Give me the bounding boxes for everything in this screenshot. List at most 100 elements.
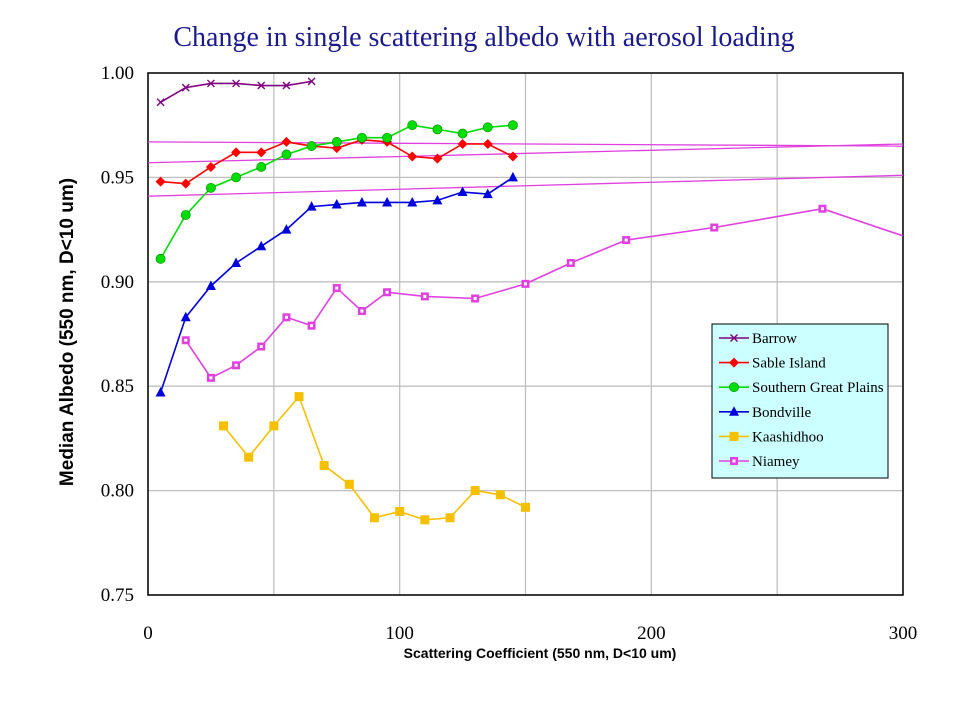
data-point-niamey [566, 259, 575, 268]
legend-label: Barrow [752, 331, 797, 347]
data-point-barrow [257, 81, 266, 90]
data-point-niamey [383, 288, 392, 297]
data-point-bondville [382, 196, 393, 207]
data-point-niamey [232, 361, 241, 370]
series-line-kaashidhoo [222, 395, 526, 521]
x-tick-label: 300 [889, 623, 918, 644]
data-point-niamey [710, 223, 719, 232]
legend-marker [729, 357, 739, 368]
y-tick-label: 0.90 [101, 272, 134, 293]
data-point-bondville [331, 199, 342, 209]
data-point-kaashidhoo [244, 452, 254, 462]
data-point-southern-great-plains [457, 128, 468, 139]
legend-marker [730, 334, 738, 342]
data-point-bondville [356, 196, 367, 207]
data-point-bondville [231, 257, 242, 268]
data-point-sable-island [507, 151, 518, 162]
data-point-bondville [256, 240, 267, 251]
legend-marker [730, 457, 738, 465]
data-point-sable-island [407, 151, 418, 162]
data-point-sable-island [155, 176, 166, 187]
legend-item-niamey: Niamey [719, 454, 800, 470]
data-point-southern-great-plains [407, 120, 418, 131]
data-point-southern-great-plains [508, 120, 518, 131]
data-point-kaashidhoo [269, 421, 279, 431]
data-point-niamey [257, 342, 266, 351]
data-point-sable-island [256, 147, 267, 158]
data-point-niamey [206, 373, 215, 382]
data-point-bondville [432, 194, 443, 205]
legend-label: Kaashidhoo [752, 429, 824, 445]
data-point-kaashidhoo [294, 392, 304, 402]
data-point-southern-great-plains [231, 172, 241, 183]
series [155, 77, 903, 525]
reference-line [147, 143, 904, 164]
data-point-sable-island [205, 161, 216, 172]
legend-item-barrow: Barrow [719, 331, 797, 347]
data-point-southern-great-plains [331, 137, 342, 147]
legend-item-kaashidhoo: Kaashidhoo [719, 429, 824, 445]
data-point-niamey [357, 307, 366, 316]
data-point-bondville [155, 386, 166, 397]
y-tick-label: 0.80 [101, 481, 134, 502]
data-point-niamey [282, 313, 291, 322]
legend-item-sable-island: Sable Island [719, 356, 826, 372]
data-point-bondville [306, 201, 317, 211]
data-point-niamey [332, 284, 341, 293]
legend-label: Bondville [752, 405, 812, 421]
data-point-bondville [281, 224, 292, 234]
data-point-barrow [206, 79, 215, 88]
data-point-niamey [521, 279, 530, 288]
data-point-southern-great-plains [281, 149, 292, 160]
legend-item-bondville: Bondville [719, 405, 812, 421]
data-point-sable-island [457, 138, 468, 149]
reference-line [147, 174, 904, 197]
data-point-niamey [420, 292, 429, 301]
data-point-sable-island [482, 138, 493, 149]
data-point-southern-great-plains [306, 141, 317, 151]
data-point-bondville [507, 171, 518, 182]
reference-line [147, 141, 904, 147]
data-point-sable-island [180, 178, 191, 189]
data-point-sable-island [432, 153, 443, 164]
y-tick-label: 1.00 [101, 63, 134, 84]
legend-item-southern-great-plains: Southern Great Plains [719, 380, 884, 396]
legend: Barrow Sable Island Southern Great Plains B… [711, 323, 889, 479]
data-point-kaashidhoo [395, 506, 405, 516]
legend-label: Sable Island [752, 356, 826, 372]
data-point-barrow [282, 81, 291, 90]
x-tick-label: 200 [637, 623, 666, 644]
data-point-barrow [181, 83, 190, 92]
axes: 0.75 0.80 0.85 0.90 0.95 1.00 0 100 200 300 [101, 63, 918, 644]
x-tick-label: 100 [385, 623, 414, 644]
data-point-southern-great-plains [206, 182, 216, 193]
data-point-sable-island [231, 147, 242, 158]
data-point-niamey [818, 204, 827, 213]
legend-label: Niamey [752, 454, 800, 470]
legend-marker [729, 431, 739, 441]
data-point-sable-island [281, 136, 292, 147]
legend-label: Southern Great Plains [752, 380, 884, 396]
y-tick-label: 0.95 [101, 167, 134, 188]
data-point-kaashidhoo [445, 513, 455, 523]
data-point-southern-great-plains [432, 124, 443, 135]
legend-box [711, 323, 889, 479]
data-point-southern-great-plains [357, 132, 367, 143]
plot-area [147, 72, 904, 596]
x-axis-label: Scattering Coefficient (550 nm, D<10 um) [403, 645, 677, 661]
data-point-kaashidhoo [344, 479, 354, 489]
legend-marker [729, 406, 739, 416]
y-tick-label: 0.75 [101, 585, 134, 606]
data-point-southern-great-plains [180, 210, 191, 220]
data-point-niamey [471, 294, 480, 303]
data-point-niamey [181, 336, 190, 345]
data-point-bondville [407, 196, 418, 207]
data-point-kaashidhoo [319, 461, 329, 471]
data-point-kaashidhoo [470, 486, 480, 496]
data-point-kaashidhoo [521, 502, 530, 512]
data-point-kaashidhoo [495, 490, 505, 500]
y-tick-label: 0.85 [101, 376, 134, 397]
legend-marker [729, 382, 739, 393]
data-point-kaashidhoo [420, 515, 430, 525]
